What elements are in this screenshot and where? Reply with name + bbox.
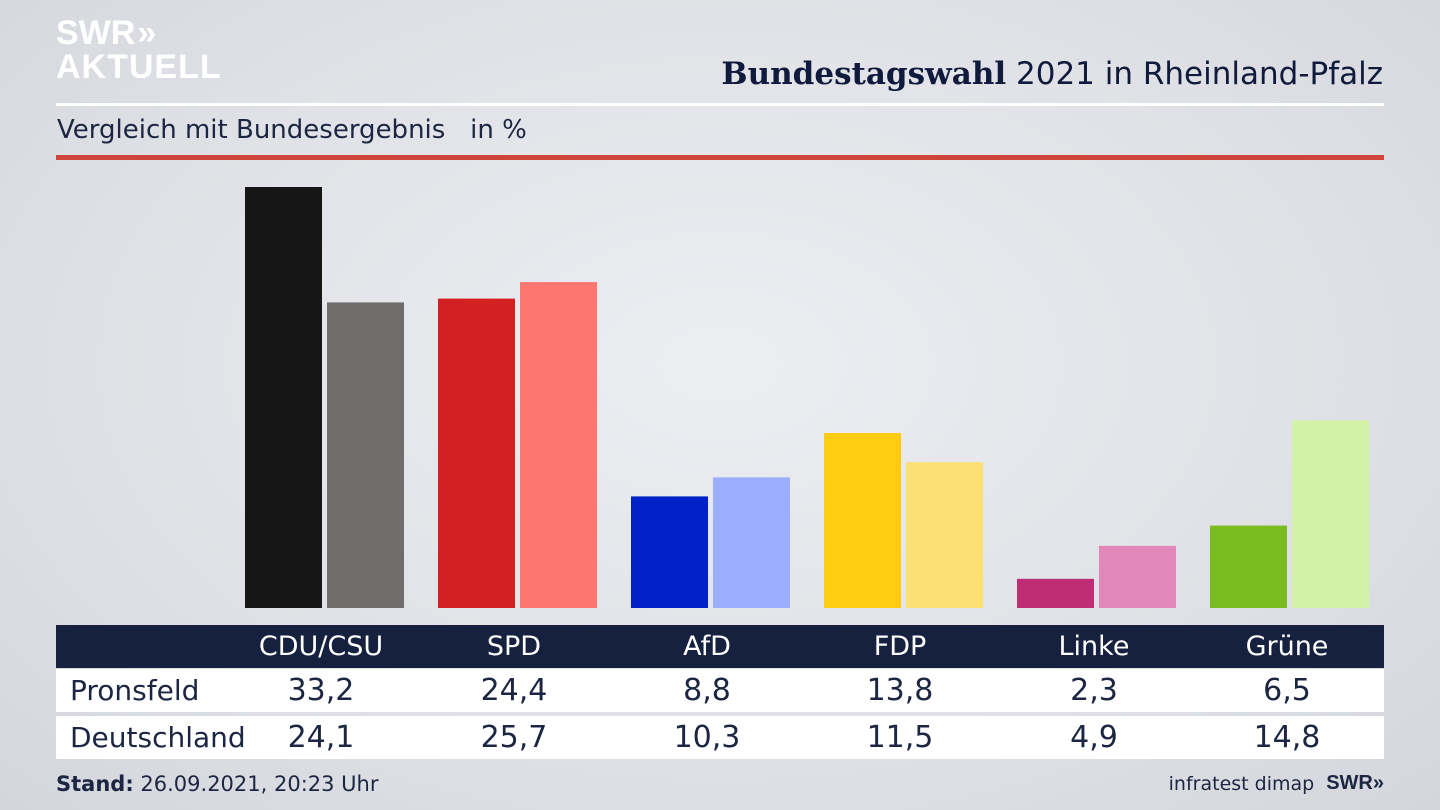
- column-header: SPD: [486, 631, 542, 662]
- column-header: AfD: [683, 631, 731, 662]
- column-header: Linke: [1058, 631, 1130, 662]
- row-label: Pronsfeld: [70, 674, 200, 707]
- results-table: CDU/CSU SPD AfD FDP Linke Grüne Pronsfeld 33,…: [56, 625, 1384, 759]
- chart-subtitle: Vergleich mit Bundesergebnis in %: [57, 115, 527, 145]
- table-row: Deutschland 24,1 25,7 10,3 11,5 4,9 14,8: [56, 716, 1384, 759]
- table-cell: 6,5: [1263, 673, 1311, 708]
- column-header: FDP: [873, 631, 927, 662]
- table-cell: 4,9: [1070, 720, 1118, 755]
- table-cell: 10,3: [673, 720, 741, 755]
- table-cell: 11,5: [866, 720, 934, 755]
- source-text: infratest dimap: [1168, 772, 1315, 795]
- table-cell: 2,3: [1070, 673, 1118, 708]
- table-cell: 25,7: [480, 720, 548, 755]
- title-divider: [56, 103, 1384, 106]
- bar-fdp-deutschland: [906, 462, 983, 608]
- bar-afd-deutschland: [713, 477, 790, 608]
- logo-swr: SWR: [56, 14, 136, 52]
- bar-chart: [245, 187, 1369, 608]
- row-label: Deutschland: [70, 721, 246, 754]
- stand-value: 26.09.2021, 20:23 Uhr: [133, 772, 379, 796]
- stand-label: Stand:: [56, 772, 134, 796]
- logo-aktuell: AKTUELL: [56, 48, 222, 86]
- table-row: Pronsfeld 33,2 24,4 8,8 13,8 2,3 6,5: [56, 669, 1384, 712]
- table-cell: 24,4: [480, 673, 548, 708]
- table-cell: 33,2: [287, 673, 355, 708]
- accent-divider: [56, 155, 1384, 160]
- bar-afd-pronsfeld: [631, 496, 708, 608]
- page-title: Bundestagswahl 2021 in Rheinland-Pfalz: [721, 56, 1383, 92]
- table-header: CDU/CSU SPD AfD FDP Linke Grüne: [56, 625, 1384, 668]
- bar-fdp-pronsfeld: [824, 433, 901, 608]
- bar-linke-deutschland: [1099, 545, 1176, 608]
- bar-linke-pronsfeld: [1017, 578, 1094, 608]
- bar-spd-pronsfeld: [438, 298, 515, 608]
- title-bold: Bundestagswahl: [721, 56, 1007, 92]
- source-credit: infratest dimap SWR»: [1169, 772, 1384, 795]
- table-cell: 8,8: [683, 673, 731, 708]
- title-rest: 2021 in Rheinland-Pfalz: [1006, 56, 1383, 92]
- swr-brand-logo: SWR»: [1326, 772, 1384, 794]
- table-cell: 13,8: [866, 673, 934, 708]
- bar-grüne-deutschland: [1292, 420, 1369, 608]
- swr-aktuell-logo: SWR» AKTUELL: [56, 16, 222, 84]
- bar-spd-deutschland: [520, 282, 597, 608]
- column-header: CDU/CSU: [258, 631, 384, 662]
- column-header: Grüne: [1245, 631, 1329, 662]
- table-cell: 14,8: [1253, 720, 1321, 755]
- bar-grüne-pronsfeld: [1210, 525, 1287, 608]
- timestamp: Stand: 26.09.2021, 20:23 Uhr: [56, 772, 379, 796]
- bar-cdu-csu-pronsfeld: [245, 187, 322, 608]
- bar-cdu-csu-deutschland: [327, 302, 404, 608]
- table-cell: 24,1: [287, 720, 355, 755]
